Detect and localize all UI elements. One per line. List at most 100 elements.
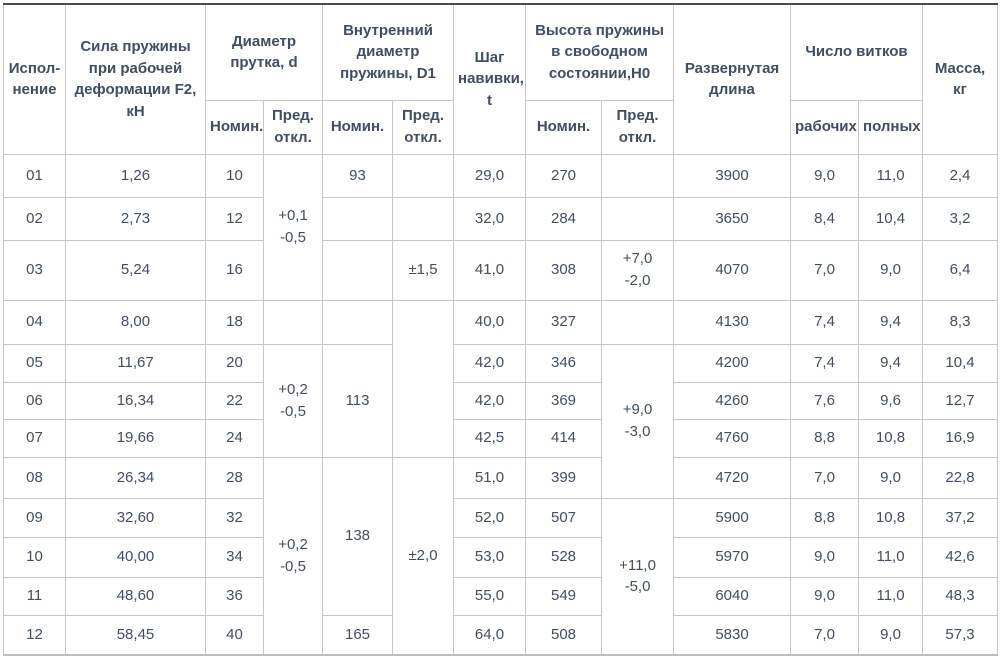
table-row: 01 1,26 10 +0,1 -0,5 93 29,0 270 3900 9,… (3, 153, 999, 301)
cell-pitch: 53,0 (453, 536, 527, 578)
cell-mass: 10,4 (922, 343, 999, 383)
cell-d1-nominal (322, 196, 393, 241)
cell-mass: 16,9 (922, 418, 999, 458)
cell-execution: 10 (3, 536, 66, 578)
cell-total-coils: 9,0 (858, 456, 924, 499)
cell-execution: 04 (3, 299, 66, 345)
header-spring-force-f2: Сила пружины при рабочей деформации F2, … (65, 3, 206, 155)
cell-force-f2: 1,26 (65, 153, 206, 198)
cell-rod-nominal: 24 (205, 418, 264, 458)
cell-working-coils: 8,4 (790, 196, 860, 241)
cell-mass: 6,4 (922, 239, 999, 301)
cell-h0-tolerance (601, 299, 675, 345)
cell-pitch: 52,0 (453, 497, 527, 538)
cell-d1-tolerance (391, 299, 455, 458)
subheader-total-coils: полных (858, 99, 924, 155)
cell-working-coils: 7,4 (790, 343, 860, 383)
table-row: 05 11,67 20 +0,2 -0,5 113 42,0 346 +9,0 … (3, 343, 999, 499)
cell-rod-nominal: 18 (205, 299, 264, 345)
cell-h0-nominal: 507 (525, 497, 603, 538)
cell-unfolded-length: 4260 (673, 381, 792, 420)
cell-working-coils: 9,0 (790, 536, 860, 578)
cell-pitch: 42,0 (453, 343, 527, 383)
cell-pitch: 64,0 (453, 614, 527, 656)
cell-total-coils: 9,0 (858, 239, 924, 301)
cell-rod-tolerance: +0,2 -0,5 (263, 456, 323, 656)
cell-force-f2: 2,73 (65, 196, 206, 241)
cell-pitch: 41,0 (453, 239, 527, 301)
cell-execution: 05 (3, 343, 66, 383)
cell-mass: 22,8 (922, 456, 999, 499)
spring-spec-table: Испол- нение Сила пружины при рабочей де… (3, 3, 999, 656)
cell-unfolded-length: 5970 (673, 536, 792, 578)
cell-rod-nominal: 28 (205, 456, 264, 499)
table-body: 01 1,26 10 +0,1 -0,5 93 29,0 270 3900 9,… (3, 153, 999, 656)
cell-force-f2: 58,45 (65, 614, 206, 656)
cell-execution: 06 (3, 381, 66, 420)
subheader-h0-nominal: Номин. (525, 99, 603, 155)
cell-force-f2: 48,60 (65, 576, 206, 616)
cell-rod-nominal: 20 (205, 343, 264, 383)
table-row: 11 48,60 36 55,0 549 6040 9,0 11,0 48,3 (3, 576, 999, 616)
cell-unfolded-length: 4130 (673, 299, 792, 345)
subheader-rod-tolerance: Пред. откл. (263, 99, 323, 155)
cell-d1-tolerance: ±1,5 (391, 239, 455, 301)
subheader-d1-nominal: Номин. (322, 99, 393, 155)
header-sub-row: Номин. Пред. откл. Номин. Пред. откл. Но… (4, 99, 998, 155)
cell-rod-nominal: 34 (205, 536, 264, 578)
cell-total-coils: 9,4 (858, 299, 924, 345)
cell-mass: 12,7 (922, 381, 999, 420)
subheader-working-coils: рабочих (790, 99, 860, 155)
header-group-row: Испол- нение Сила пружины при рабочей де… (3, 3, 999, 155)
cell-rod-tolerance: +0,1 -0,5 (263, 153, 323, 301)
cell-total-coils: 10,4 (858, 196, 924, 241)
cell-pitch: 42,5 (453, 418, 527, 458)
cell-d1-nominal: 113 (322, 343, 393, 458)
table-row: 03 5,24 16 ±1,5 41,0 308 +7,0 -2,0 4070 … (3, 239, 999, 301)
cell-mass: 48,3 (922, 576, 999, 616)
cell-h0-nominal: 549 (525, 576, 603, 616)
cell-rod-tolerance (263, 299, 323, 345)
header-rod-diameter: Диаметр прутка, d (205, 3, 323, 101)
cell-working-coils: 7,0 (790, 614, 860, 656)
cell-execution: 03 (3, 239, 66, 301)
cell-pitch: 40,0 (453, 299, 527, 345)
cell-mass: 8,3 (922, 299, 999, 345)
cell-force-f2: 40,00 (65, 536, 206, 578)
cell-h0-nominal: 308 (525, 239, 603, 301)
cell-unfolded-length: 5900 (673, 497, 792, 538)
cell-force-f2: 11,67 (65, 343, 206, 383)
cell-mass: 57,3 (922, 614, 999, 656)
cell-force-f2: 8,00 (65, 299, 206, 345)
cell-mass: 3,2 (922, 196, 999, 241)
cell-total-coils: 11,0 (858, 536, 924, 578)
subheader-rod-nominal: Номин. (205, 99, 264, 155)
cell-d1-nominal (322, 299, 393, 345)
cell-unfolded-length: 5830 (673, 614, 792, 656)
cell-rod-nominal: 12 (205, 196, 264, 241)
cell-unfolded-length: 4760 (673, 418, 792, 458)
table-row: 09 32,60 32 52,0 507 +11,0 -5,0 5900 8,8… (3, 497, 999, 656)
table-row: 12 58,45 40 165 64,0 508 5830 7,0 9,0 57… (3, 614, 999, 656)
cell-h0-tolerance (601, 153, 675, 198)
cell-force-f2: 26,34 (65, 456, 206, 499)
subheader-d1-tolerance: Пред. откл. (391, 99, 455, 155)
cell-total-coils: 9,0 (858, 614, 924, 656)
header-inner-diameter-d1: Внутренний диаметр пружины, D1 (321, 3, 455, 101)
table-row: 06 16,34 22 42,0 369 4260 7,6 9,6 12,7 (3, 381, 999, 420)
cell-execution: 11 (3, 576, 66, 616)
cell-mass: 2,4 (922, 153, 999, 198)
cell-unfolded-length: 6040 (673, 576, 792, 616)
table-row: 02 2,73 12 32,0 284 3650 8,4 10,4 3,2 (3, 196, 999, 241)
cell-rod-nominal: 32 (205, 497, 264, 538)
cell-pitch: 51,0 (453, 456, 527, 499)
header-mass: Масса, кг (922, 3, 999, 155)
cell-rod-nominal: 10 (205, 153, 264, 198)
cell-pitch: 42,0 (453, 381, 527, 420)
subheader-h0-tolerance: Пред. откл. (601, 99, 675, 155)
cell-h0-nominal: 284 (525, 196, 603, 241)
cell-total-coils: 10,8 (858, 497, 924, 538)
cell-rod-nominal: 40 (205, 614, 264, 656)
cell-unfolded-length: 3900 (673, 153, 792, 198)
cell-d1-tolerance: ±2,0 (391, 456, 455, 656)
